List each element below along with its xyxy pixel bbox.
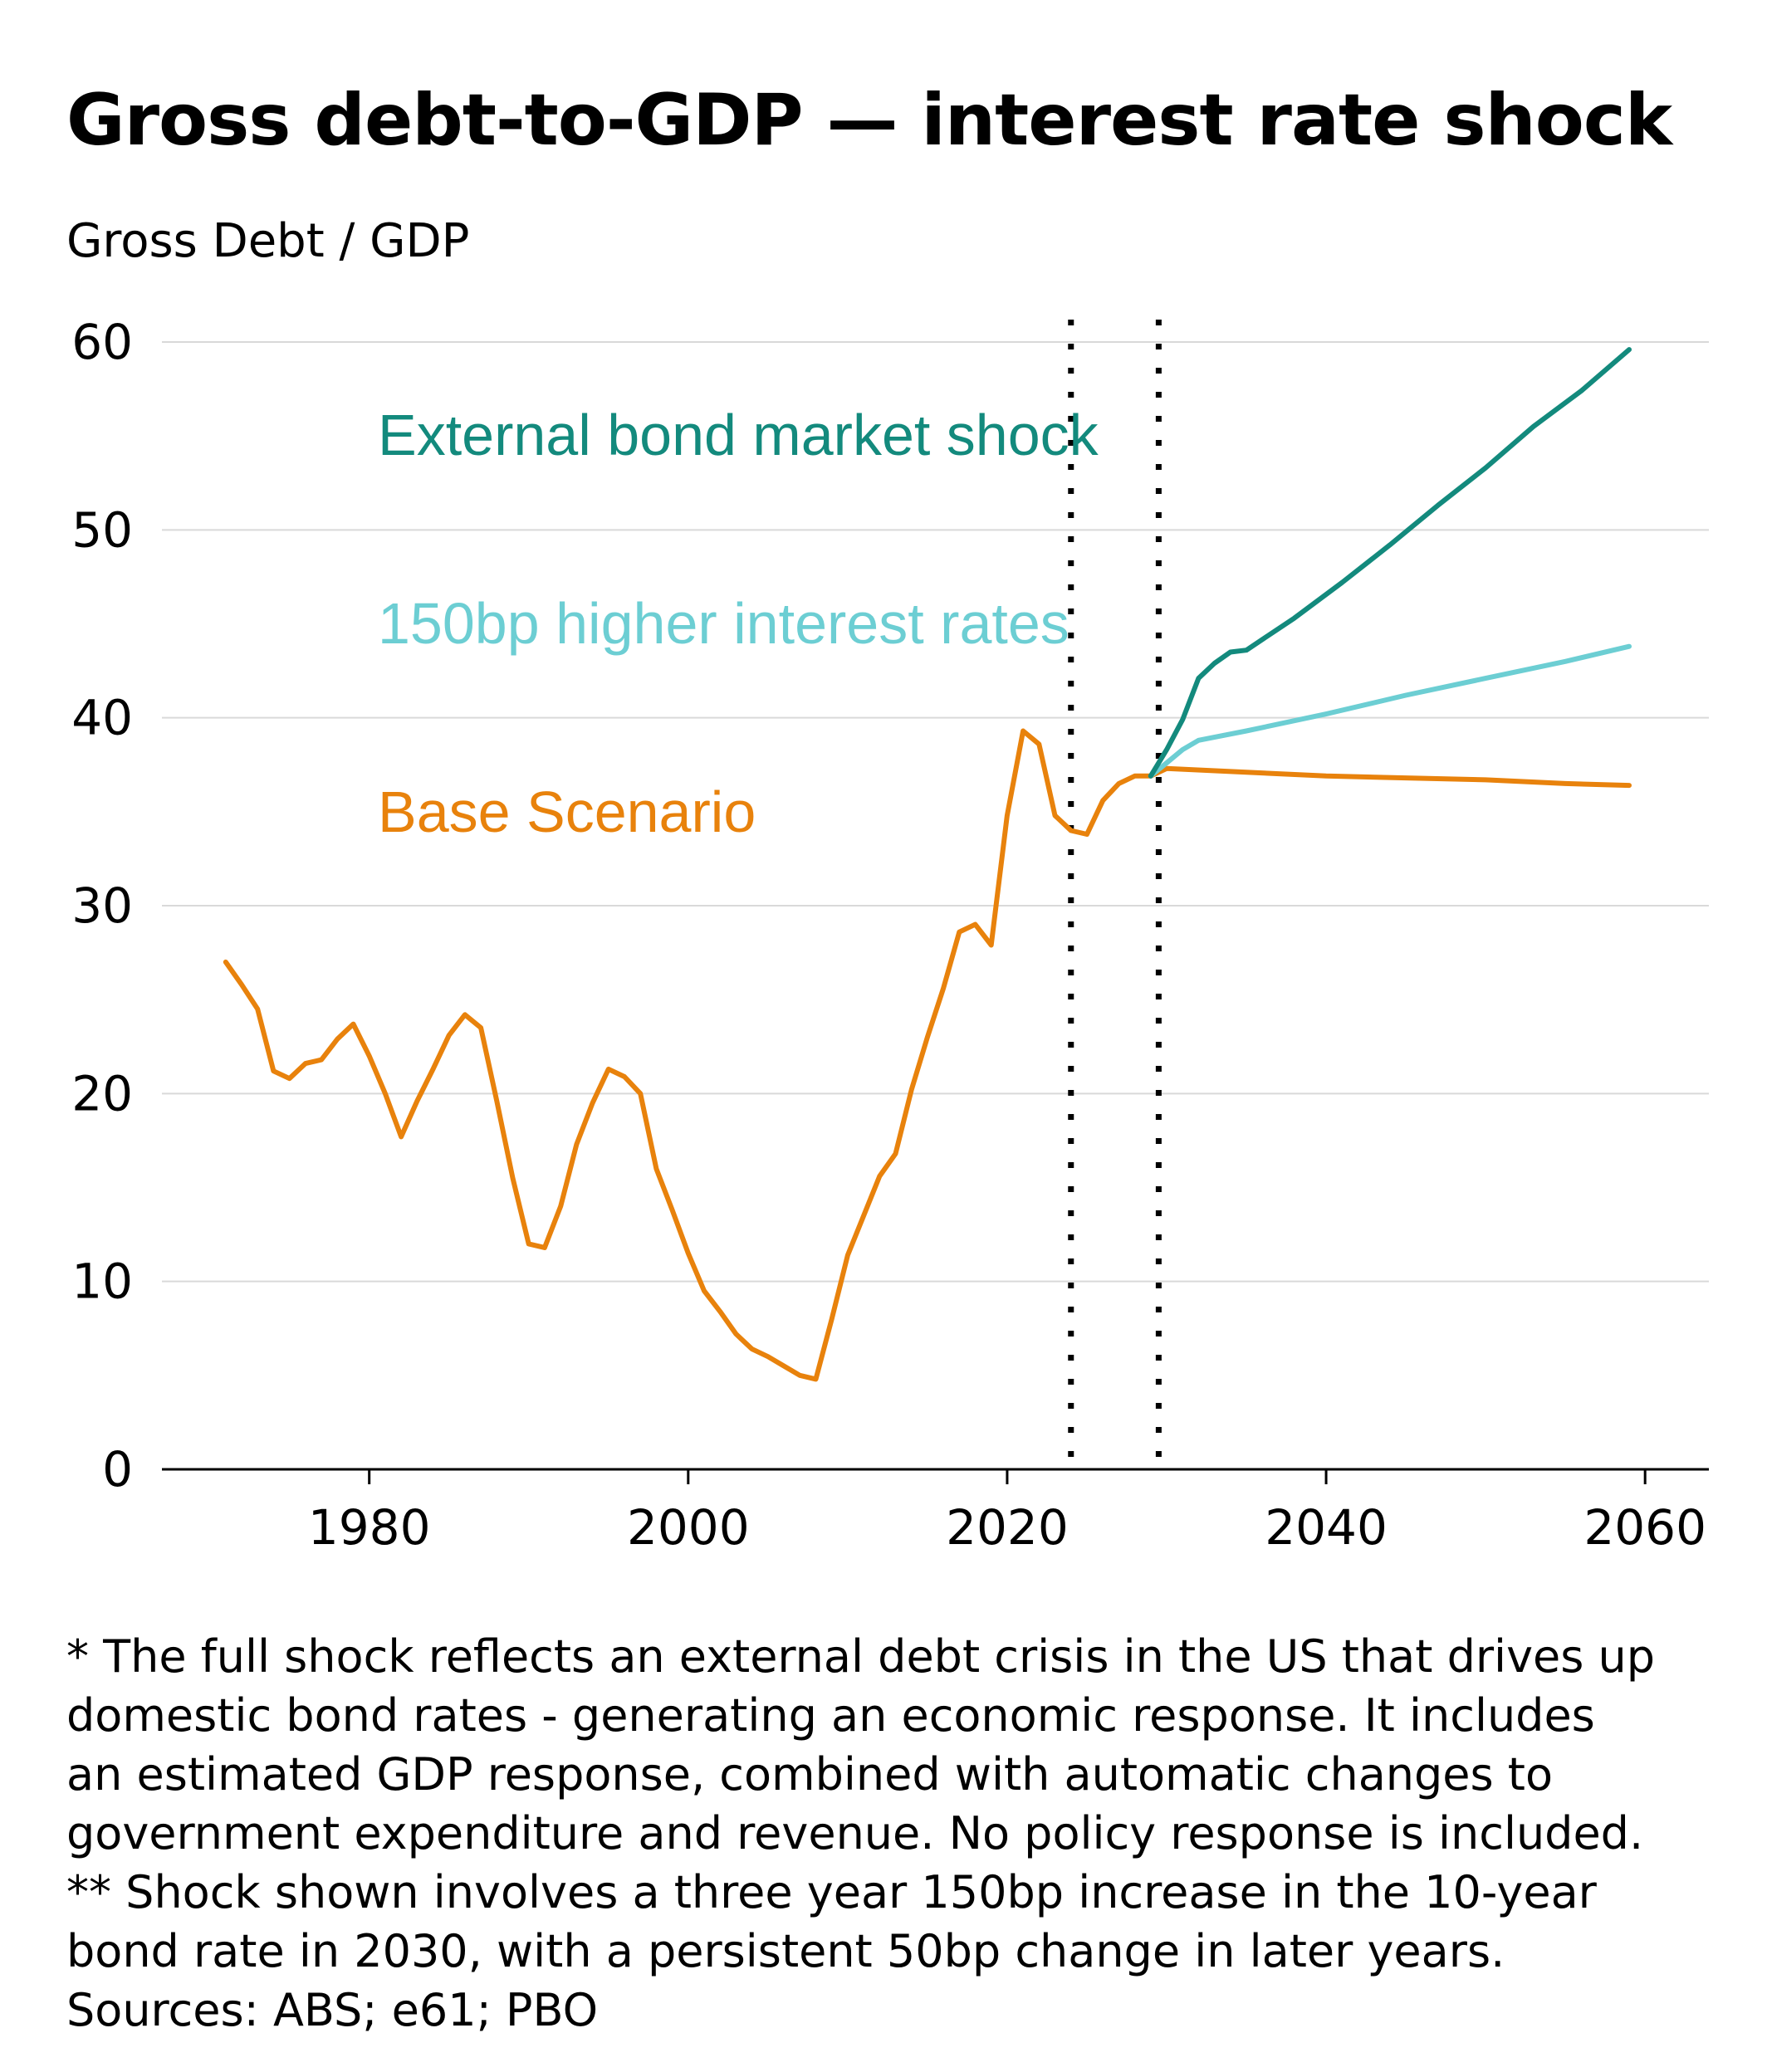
series-line-150bp-higher-interest-rates [1148,643,1632,779]
series-label: External bond market shock [378,403,1099,467]
y-tick-label: 40 [71,690,133,746]
x-axis-ticks: 1980 2000 2020 2040 2060 [308,1469,1706,1556]
series-label: Base Scenario [378,779,756,844]
y-axis-ticks: 0 10 20 30 40 50 60 [71,314,133,1498]
y-axis-label: Gross Debt / GDP [66,214,470,268]
grid-lines [162,341,1709,1283]
chart-title: Gross debt-to-GDP — interest rate shock [66,79,1672,162]
debt-to-gdp-chart: 0 10 20 30 40 50 60 1980 2000 2020 2040 2060 Exter… [71,314,1709,1556]
footnotes: * The full shock reflects an external de… [66,1627,1727,2040]
footnote-line: an estimated GDP response, combined with… [66,1748,1554,1801]
x-tick-label: 2060 [1583,1499,1706,1556]
footnote-line: bond rate in 2030, with a persistent 50b… [66,1925,1505,1977]
vertical-markers [1068,320,1162,1469]
footnote-line: domestic bond rates - generating an econ… [66,1689,1595,1742]
footnote-line: Sources: ABS; e61; PBO [66,1984,599,2036]
series-label: 150bp higher interest rates [378,591,1070,656]
y-tick-label: 50 [71,501,133,558]
x-tick-label: 2040 [1265,1499,1388,1556]
footnote-line: government expenditure and revenue. No p… [66,1807,1644,1859]
y-tick-label: 0 [102,1441,133,1498]
series-line-external-bond-market-shock [1148,347,1632,779]
y-tick-label: 60 [71,314,133,370]
x-tick-label: 2020 [946,1499,1069,1556]
series-labels: External bond market shock 150bp higher i… [378,403,1099,844]
y-tick-label: 20 [71,1065,133,1122]
y-tick-label: 30 [71,877,133,934]
x-tick-label: 1980 [308,1499,431,1556]
series-lines [223,347,1632,1382]
y-tick-label: 10 [71,1253,133,1310]
x-tick-label: 2000 [627,1499,750,1556]
footnote-line: ** Shock shown involves a three year 150… [66,1866,1597,1918]
series-line-base-scenario [223,728,1632,1382]
footnote-line: * The full shock reflects an external de… [66,1630,1656,1683]
